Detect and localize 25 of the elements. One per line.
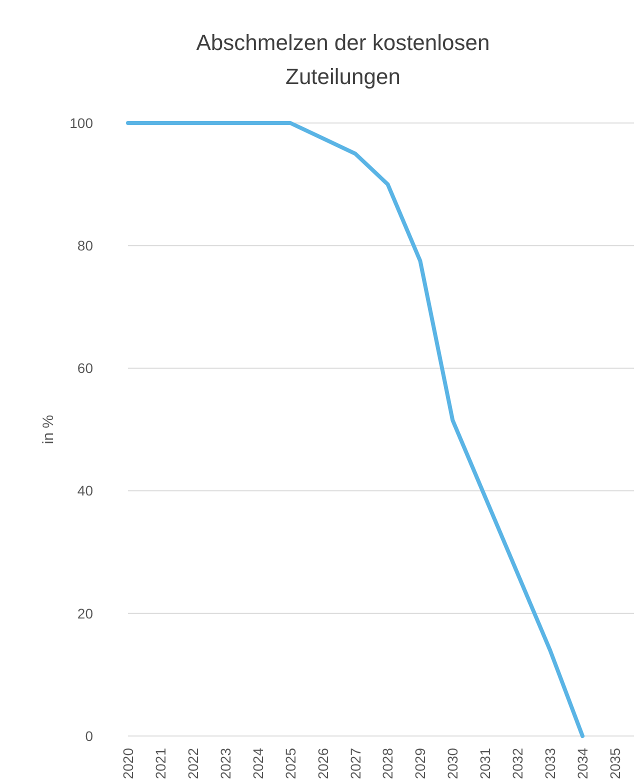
x-tick-label: 2028 <box>380 748 396 780</box>
x-tick-label: 2025 <box>282 748 298 780</box>
x-tick-label: 2024 <box>250 748 266 780</box>
y-tick-label: 80 <box>77 238 94 254</box>
y-tick-label: 60 <box>77 360 94 376</box>
line-series <box>126 121 585 738</box>
x-tick-label: 2035 <box>607 748 623 780</box>
y-tick-label: 20 <box>77 605 94 622</box>
x-tick-label: 2030 <box>444 748 461 780</box>
y-tick-label: 100 <box>70 114 94 131</box>
chart-title: Abschmelzen der kostenlosen Zuteilungen <box>196 30 490 89</box>
x-tick-label: 2020 <box>120 748 136 780</box>
x-tick-label: 2033 <box>542 748 558 780</box>
x-tick-label: 2027 <box>347 748 364 780</box>
x-tick-label: 2032 <box>510 748 526 780</box>
x-tick-label: 2022 <box>184 748 201 780</box>
x-tick-label: 2026 <box>314 748 331 780</box>
y-tick-label: 0 <box>85 728 94 744</box>
x-tick-label: 2029 <box>412 748 428 780</box>
x-tick-label: 2023 <box>217 748 234 780</box>
y-tick-label: 40 <box>77 482 94 499</box>
x-tick-label: 2031 <box>477 748 494 780</box>
y-axis-title: in % <box>40 414 57 444</box>
x-tick-label: 2021 <box>152 748 168 780</box>
x-tick-label: 2034 <box>574 748 591 780</box>
